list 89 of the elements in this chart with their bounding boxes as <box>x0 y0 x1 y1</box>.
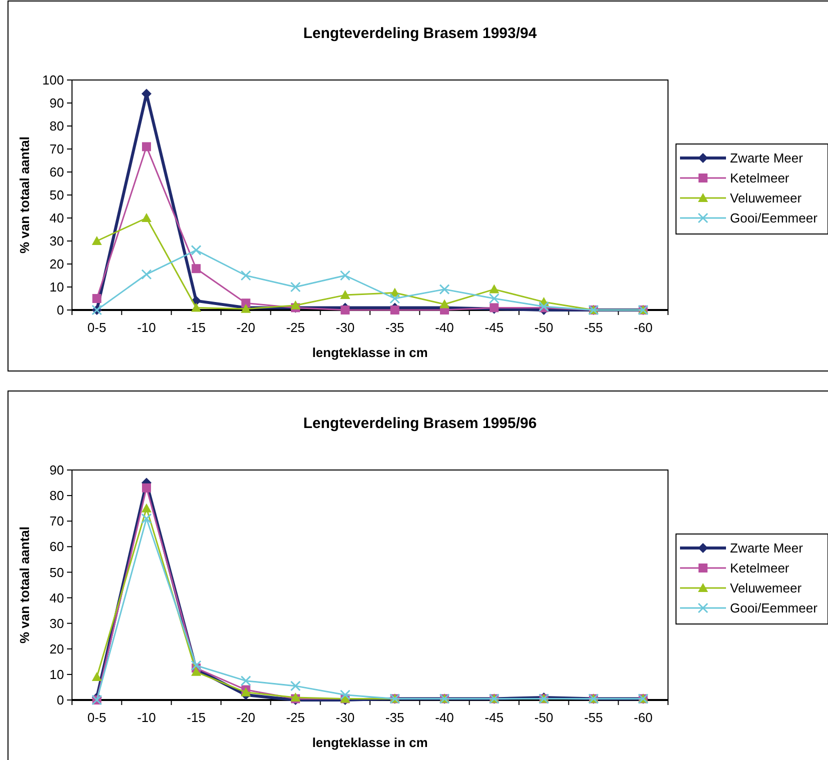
chart-title: Lengteverdeling Brasem 1993/94 <box>303 25 538 42</box>
x-tick-label: -45 <box>484 320 504 335</box>
point <box>488 293 500 304</box>
legend-label: Zwarte Meer <box>730 540 804 556</box>
y-tick-label: 0 <box>56 302 64 318</box>
point <box>390 293 400 304</box>
x-tick-label: -40 <box>435 710 454 725</box>
x-tick-label: -50 <box>534 320 554 335</box>
point <box>92 236 102 245</box>
y-tick-label: 40 <box>50 590 64 606</box>
x-tick-label: -15 <box>186 710 206 725</box>
y-tick-label: 30 <box>50 234 64 249</box>
x-tick-label: -55 <box>584 710 603 725</box>
y-tick-label: 60 <box>50 539 64 554</box>
point <box>340 690 350 700</box>
point <box>142 142 151 152</box>
x-tick-label: -50 <box>534 710 554 725</box>
point <box>290 282 301 292</box>
y-axis-title: % van totaal aantal <box>17 526 32 644</box>
chart-title: Lengteverdeling Brasem 1995/96 <box>303 415 537 432</box>
point <box>141 269 152 280</box>
point <box>340 306 350 314</box>
point <box>489 284 500 294</box>
y-tick-label: 10 <box>50 666 64 682</box>
y-tick-label: 80 <box>50 118 64 134</box>
point <box>141 513 152 524</box>
x-tick-label: -10 <box>137 710 156 725</box>
y-tick-label: 50 <box>50 564 64 580</box>
x-axis-title: lengteklasse in cm <box>312 735 428 750</box>
x-tick-label: -25 <box>286 710 305 725</box>
x-tick-label: -25 <box>286 320 305 335</box>
y-tick-label: 0 <box>56 692 64 708</box>
point <box>390 306 400 314</box>
y-tick-label: 70 <box>50 142 64 157</box>
y-tick-label: 10 <box>50 280 64 295</box>
point <box>240 270 252 281</box>
x-tick-label: -35 <box>385 710 404 725</box>
x-tick-label: -10 <box>137 320 156 335</box>
point <box>142 213 152 222</box>
point <box>190 244 202 256</box>
x-tick-label: -35 <box>385 320 404 335</box>
x-tick-label: -30 <box>336 710 355 725</box>
y-tick-label: 90 <box>50 462 64 478</box>
legend-label: Veluwemeer <box>730 190 802 206</box>
point <box>191 666 202 676</box>
point <box>142 483 151 492</box>
x-tick-label: -55 <box>584 320 603 335</box>
point <box>240 676 252 686</box>
x-tick-label: -60 <box>634 710 653 725</box>
x-tick-label: 0-5 <box>87 710 106 725</box>
y-axis-title: % van totaal aantal <box>17 136 32 254</box>
y-tick-label: 60 <box>50 164 64 180</box>
point <box>142 503 152 512</box>
legend-label: Ketelmeer <box>730 170 790 186</box>
legend-label: Zwarte Meer <box>730 150 804 166</box>
point <box>439 284 450 295</box>
y-tick-label: 100 <box>42 72 64 88</box>
y-tick-label: 50 <box>50 188 64 203</box>
x-tick-label: -20 <box>236 320 256 335</box>
legend-label: Veluwemeer <box>730 580 802 596</box>
x-axis-title: lengteklasse in cm <box>312 345 428 360</box>
x-tick-label: -30 <box>336 320 355 335</box>
point <box>340 270 350 281</box>
point <box>290 300 300 310</box>
y-tick-label: 30 <box>50 616 64 631</box>
point <box>92 672 102 681</box>
point <box>190 660 202 671</box>
x-tick-label: -60 <box>634 320 653 335</box>
point <box>191 302 202 312</box>
x-tick-label: -45 <box>484 710 504 725</box>
x-tick-label: -15 <box>186 320 206 335</box>
y-tick-label: 20 <box>50 641 64 656</box>
x-tick-label: 0-5 <box>87 320 106 335</box>
x-tick-label: -20 <box>236 710 256 725</box>
y-tick-label: 90 <box>50 96 64 111</box>
x-tick-label: -40 <box>435 320 454 335</box>
y-tick-label: 40 <box>50 210 64 226</box>
y-tick-label: 80 <box>50 488 64 504</box>
legend-label: Ketelmeer <box>730 560 790 576</box>
point <box>241 298 250 308</box>
point <box>192 264 201 274</box>
legend-label: Gooi/Eemmeer <box>730 210 818 226</box>
point <box>440 299 450 308</box>
point <box>340 290 350 300</box>
y-tick-label: 70 <box>50 514 64 529</box>
y-tick-label: 20 <box>50 256 64 272</box>
point <box>290 680 301 692</box>
legend-label: Gooi/Eemmeer <box>730 600 818 616</box>
point <box>92 294 102 303</box>
